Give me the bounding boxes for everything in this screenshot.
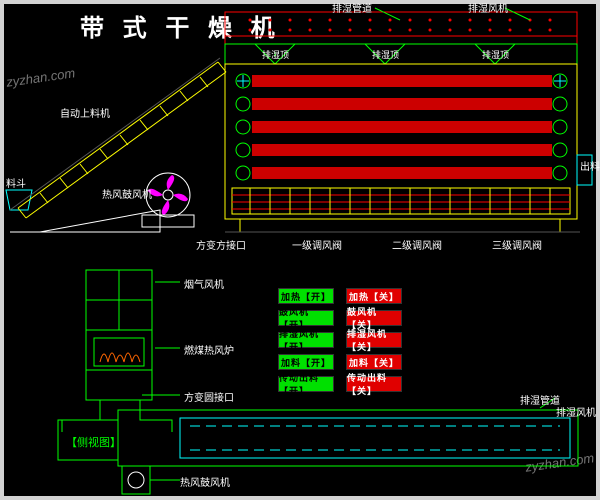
lbl-smoke: 烟气风机 <box>184 276 224 291</box>
lbl-top-duct1: 排湿管道 <box>332 0 372 15</box>
lbl-valve2: 二级调风阀 <box>392 237 442 252</box>
lbl-hotfan2: 热风鼓风机 <box>180 474 230 489</box>
lbl-hood2: 排湿顶 <box>372 48 399 61</box>
lbl-valve1: 一级调风阀 <box>292 237 342 252</box>
btn-exh-on[interactable]: 排湿风机【开】 <box>278 332 334 348</box>
btn-exh-off[interactable]: 排湿风机【关】 <box>346 332 402 348</box>
lbl-round: 方变圆接口 <box>184 389 234 404</box>
lbl-hood1: 排湿顶 <box>262 48 289 61</box>
btn-feed-on[interactable]: 加料【开】 <box>278 354 334 370</box>
lbl-hood3: 排湿顶 <box>482 48 509 61</box>
lbl-autofeed: 自动上料机 <box>60 105 110 120</box>
lbl-square: 方变方接口 <box>196 237 246 252</box>
btn-blow-on[interactable]: 鼓风机【开】 <box>278 310 334 326</box>
lbl-botfan: 排湿风机 <box>556 404 596 419</box>
btn-trans-off[interactable]: 传动出料【关】 <box>346 376 402 392</box>
btn-blow-off[interactable]: 鼓风机【关】 <box>346 310 402 326</box>
btn-heat-on[interactable]: 加热【开】 <box>278 288 334 304</box>
lbl-hopper: 料斗 <box>6 175 26 190</box>
btn-trans-on[interactable]: 传动出料【开】 <box>278 376 334 392</box>
lbl-hotfan: 热风鼓风机 <box>102 186 152 201</box>
lbl-outlet: 出料 <box>580 158 600 173</box>
btn-heat-off[interactable]: 加热【关】 <box>346 288 402 304</box>
lbl-furnace: 燃煤热风炉 <box>184 342 234 357</box>
lbl-sideview: 【侧视图】 <box>66 434 121 450</box>
lbl-botduct: 排湿管道 <box>520 392 560 407</box>
lbl-valve3: 三级调风阀 <box>492 237 542 252</box>
lbl-top-duct2: 排湿风机 <box>468 0 508 15</box>
btn-feed-off[interactable]: 加料【关】 <box>346 354 402 370</box>
